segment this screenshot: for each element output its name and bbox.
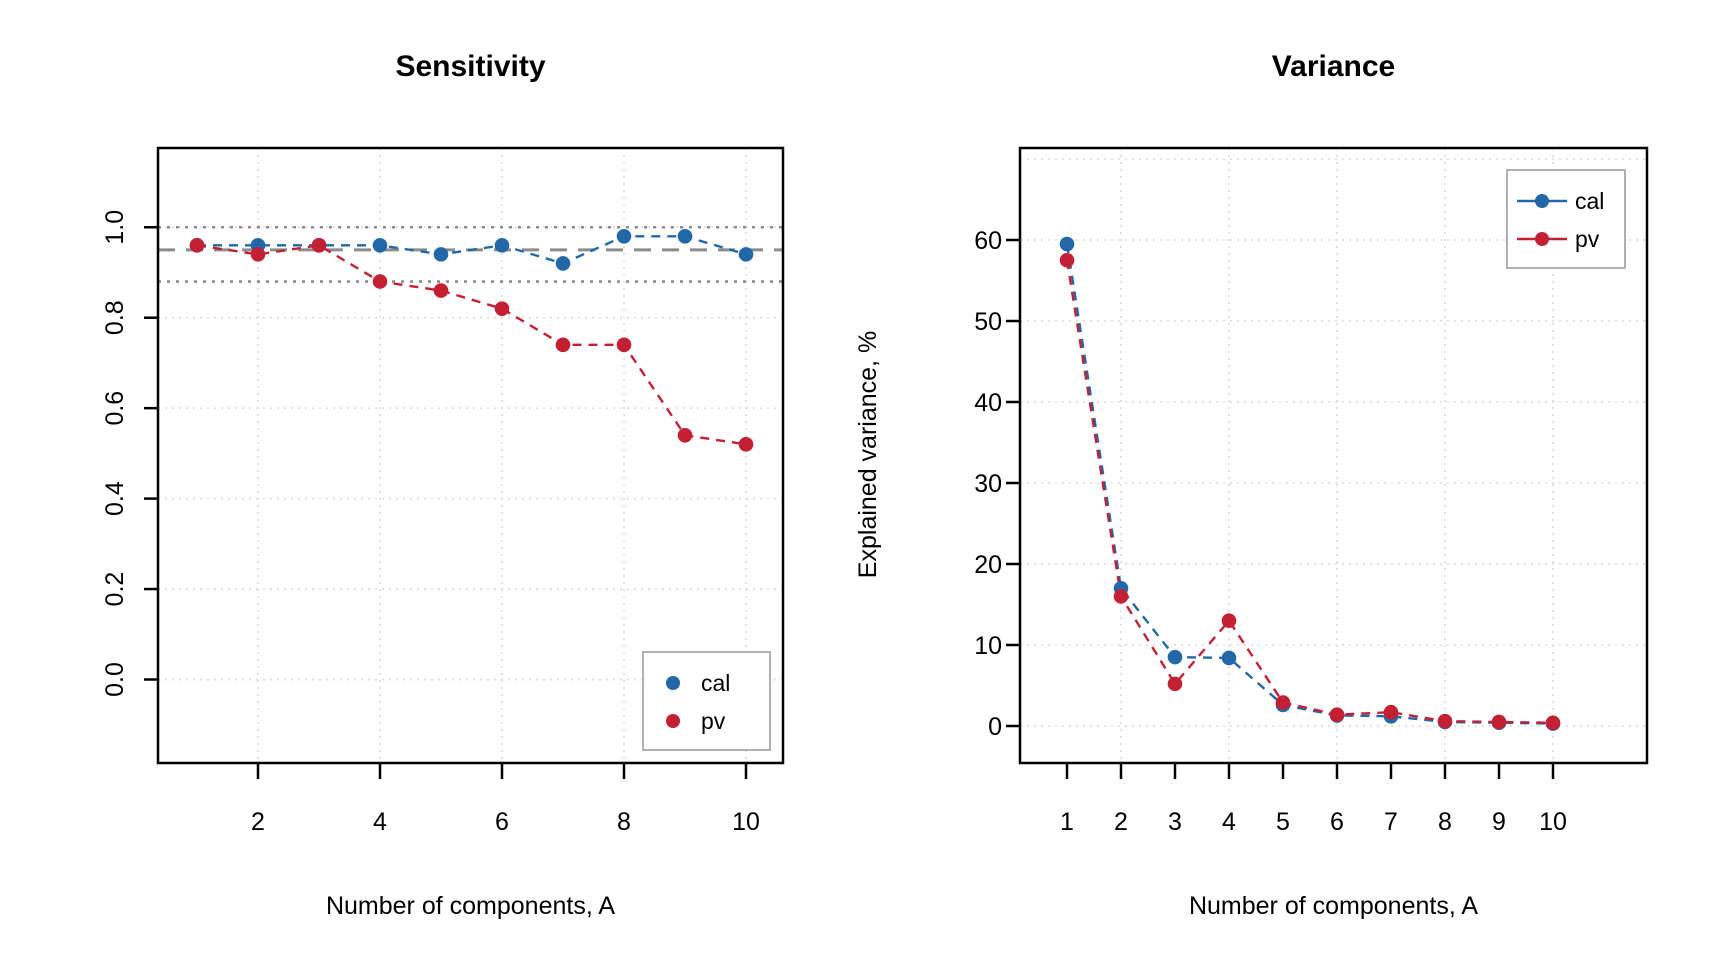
legend-label-cal: cal: [701, 670, 730, 696]
data-point-pv-3: [1167, 676, 1183, 692]
y-tick-label: 50: [974, 308, 1002, 336]
variance-plot-title: Variance: [1271, 50, 1396, 83]
data-point-pv-1: [189, 238, 205, 253]
legend-label-pv: pv: [701, 708, 726, 734]
x-tick-label: 8: [1438, 808, 1452, 836]
y-tick-label: 1.0: [101, 210, 129, 245]
legend-marker-pv: [666, 714, 680, 728]
plot-frame: [156, 146, 785, 765]
data-point-pv-5: [433, 283, 449, 298]
data-point-cal-6: [494, 238, 510, 253]
y-tick-label: 60: [974, 227, 1002, 255]
data-point-cal-8: [616, 228, 632, 244]
legend-box: [642, 651, 771, 751]
legend-label-cal: cal: [1575, 188, 1604, 214]
legend-marker-cal: [1535, 194, 1549, 208]
data-point-pv-6: [1329, 707, 1345, 722]
sensitivity-plot-title: Sensitivity: [395, 50, 546, 83]
legend-marker-pv: [1535, 232, 1549, 246]
data-point-pv-9: [677, 427, 693, 443]
y-tick-label: 0.8: [101, 300, 129, 335]
data-point-cal-4: [1221, 650, 1237, 666]
data-point-pv-8: [1437, 713, 1453, 729]
x-tick-label: 2: [251, 808, 265, 836]
x-tick-label: 7: [1384, 808, 1398, 836]
data-point-cal-1: [1059, 236, 1075, 252]
x-tick-label: 10: [1539, 808, 1567, 836]
data-point-pv-5: [1275, 695, 1291, 710]
x-tick-label: 3: [1168, 808, 1182, 836]
x-tick-label: 6: [1330, 808, 1344, 836]
y-tick-label: 0.4: [101, 481, 129, 516]
data-point-pv-1: [1059, 252, 1075, 268]
y-tick-label: 40: [974, 389, 1002, 417]
data-point-pv-6: [494, 301, 510, 316]
sensitivity-xaxis-label: Number of components, A: [325, 892, 616, 920]
legend-marker-cal: [666, 676, 680, 690]
x-tick-label: 6: [495, 808, 509, 836]
x-tick-label: 4: [1222, 808, 1236, 836]
data-point-pv-10: [738, 437, 754, 452]
data-point-pv-9: [1491, 714, 1507, 730]
y-tick-label: 0.6: [101, 391, 129, 426]
data-point-pv-8: [616, 337, 632, 353]
series-line-cal: [197, 235, 747, 265]
data-point-cal-5: [433, 247, 449, 262]
data-point-pv-7: [555, 337, 571, 353]
x-tick-label: 4: [373, 808, 387, 836]
x-tick-label: 5: [1276, 808, 1290, 836]
x-tick-label: 8: [617, 808, 631, 836]
y-tick-label: 10: [974, 632, 1002, 660]
y-tick-label: 0.2: [101, 572, 129, 607]
x-tick-label: 10: [732, 808, 760, 836]
x-tick-label: 1: [1060, 808, 1074, 836]
data-point-pv-7: [1383, 704, 1399, 720]
data-point-pv-4: [1221, 613, 1237, 628]
legend-label-pv: pv: [1575, 226, 1600, 252]
y-tick-label: 30: [974, 470, 1002, 498]
variance-yaxis-label: Explained variance, %: [853, 330, 882, 579]
variance-xaxis-label: Number of components, A: [1188, 892, 1479, 920]
series-line-cal: [1065, 243, 1554, 725]
plot-frame: [1018, 146, 1649, 765]
data-point-cal-4: [372, 238, 388, 253]
y-tick-label: 20: [974, 551, 1002, 579]
data-point-cal-10: [738, 247, 754, 262]
data-point-pv-4: [372, 274, 388, 289]
y-tick-label: 0: [988, 713, 1002, 741]
data-point-pv-2: [250, 247, 266, 262]
legend-box: [1506, 169, 1626, 269]
series-line-pv: [1065, 260, 1554, 724]
x-tick-label: 2: [1114, 808, 1128, 836]
series-line-pv: [196, 244, 747, 446]
x-tick-label: 9: [1492, 808, 1506, 836]
data-point-cal-9: [677, 228, 693, 244]
y-tick-label: 0.0: [101, 662, 129, 697]
data-point-cal-7: [555, 256, 571, 271]
data-point-pv-10: [1545, 715, 1561, 731]
data-point-pv-3: [311, 238, 327, 253]
data-point-cal-3: [1167, 649, 1183, 665]
data-point-pv-2: [1113, 589, 1129, 604]
